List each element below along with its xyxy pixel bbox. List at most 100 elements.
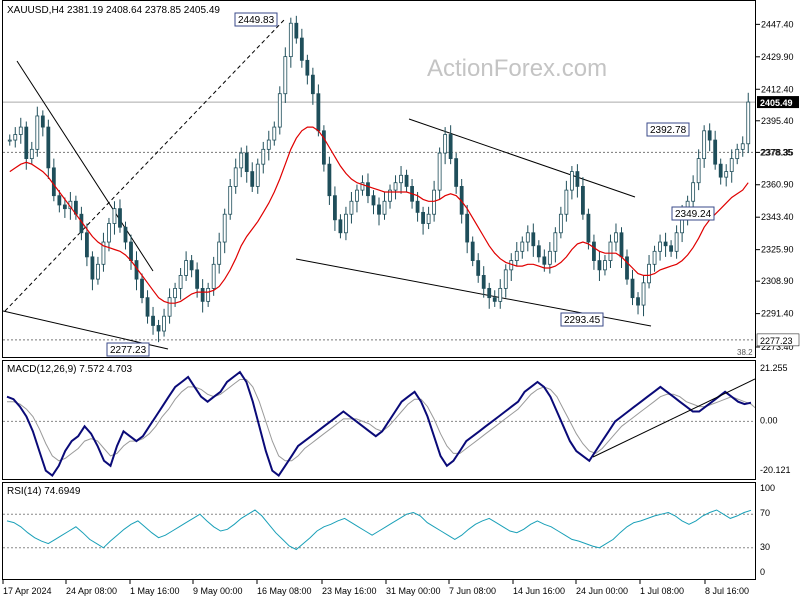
candle-body	[24, 126, 29, 160]
price-tick-label: 2412.40	[761, 84, 794, 94]
candle-body	[553, 232, 558, 252]
candle-body	[7, 139, 12, 142]
candle-body	[277, 93, 282, 128]
candle-body	[399, 174, 403, 184]
price-tick-label: 2447.40	[761, 19, 794, 29]
candle-body	[156, 325, 161, 332]
time-tick-label: 7 Jun 08:00	[449, 586, 496, 596]
candle-body	[536, 245, 541, 258]
candle-body	[696, 158, 701, 184]
annotation-label: 2392.78	[650, 125, 687, 136]
candle-body	[316, 93, 321, 132]
candle-body	[333, 195, 337, 221]
candle-body	[669, 245, 673, 252]
annotation-box	[671, 206, 715, 221]
candle-body	[691, 182, 696, 202]
price-chart-svg: 2449.83 2392.78 2349.24 2293.45 2277.23 38.2	[3, 12, 755, 357]
candle-body	[255, 163, 260, 187]
down-trendline	[16, 60, 154, 272]
candle-body	[454, 158, 459, 187]
macd-header: MACD(12,26,9) 7.572 4.703	[7, 364, 133, 375]
candle-body	[421, 211, 425, 224]
candle-body	[718, 163, 723, 178]
candle-body	[569, 171, 574, 191]
candle-body	[542, 256, 547, 265]
candle-body	[619, 232, 624, 258]
candle-body	[233, 167, 238, 187]
candle-body	[707, 130, 712, 141]
candle-body	[702, 130, 707, 160]
candle-body	[162, 315, 166, 332]
candle-body	[129, 241, 133, 261]
annotation-box	[646, 122, 690, 137]
rsi-tick-label: 100	[760, 483, 775, 493]
candle-body	[729, 158, 734, 172]
time-tick-label: 17 Apr 2024	[3, 586, 52, 596]
macd-chart-svg	[3, 370, 755, 478]
macd-line	[6, 370, 752, 478]
candle-body	[40, 115, 45, 128]
candle-body	[575, 171, 580, 187]
candle-body	[713, 139, 718, 165]
price-annotation: 2449.83	[234, 12, 278, 27]
candle-body	[200, 287, 205, 302]
candle-body	[349, 200, 354, 215]
candle-body	[222, 213, 227, 243]
candle-body	[636, 297, 640, 306]
candle-body	[96, 263, 100, 280]
resistance-label: 2378.35	[760, 147, 793, 157]
price-panel[interactable]: 2449.83 2392.78 2349.24 2293.45 2277.23 38.2 …	[2, 0, 756, 358]
candle-body	[101, 241, 106, 265]
support-badge	[756, 333, 800, 347]
candle-body	[344, 213, 348, 234]
candle-body	[118, 208, 122, 228]
candle-body	[107, 223, 111, 243]
price-tick-label: 2429.90	[761, 52, 794, 62]
candle-body	[35, 115, 40, 150]
candle-body	[547, 250, 552, 265]
rsi-tick-label: 0	[760, 567, 765, 577]
rsi-header: RSI(14) 74.6949	[7, 486, 81, 497]
candle-body	[211, 263, 216, 289]
candle-body	[564, 189, 569, 215]
fib-label: 38.2	[737, 348, 753, 357]
time-tick-label: 24 Apr 08:00	[66, 586, 117, 596]
candle-body	[525, 232, 530, 243]
macd-panel[interactable]: MACD(12,26,9) 7.572 4.703	[2, 360, 756, 480]
candle-body	[746, 101, 751, 145]
candle-body	[652, 250, 657, 265]
candle-body	[217, 241, 222, 265]
candle-body	[415, 200, 420, 213]
macd-trendline	[592, 378, 755, 458]
candle-body	[603, 260, 607, 271]
candle-body	[283, 56, 288, 95]
time-tick-label: 14 Jun 16:00	[513, 586, 565, 596]
candle-body	[85, 232, 89, 258]
candle-body	[123, 226, 128, 243]
price-annotation: 2293.45	[560, 312, 604, 327]
macd-tick-label: 21.255	[760, 363, 788, 373]
candle-body	[426, 213, 431, 224]
candle-body	[29, 148, 34, 160]
candle-body	[360, 182, 365, 191]
rsi-panel[interactable]: RSI(14) 74.6949	[2, 482, 756, 580]
candle-body	[321, 130, 326, 165]
candle-body	[377, 204, 381, 215]
candle-body	[492, 297, 497, 302]
time-tick-label: 8 Jul 16:00	[705, 586, 749, 596]
symbol-header: XAUUSD,H4 2381.19 2408.64 2378.85 2405.4…	[7, 5, 220, 16]
price-tick-label: 2308.90	[761, 276, 794, 286]
time-tick-label: 24 Jun 00:00	[576, 586, 628, 596]
candle-body	[465, 213, 470, 243]
candle-body	[608, 241, 613, 261]
macd-signal-line	[7, 379, 755, 462]
candle-body	[140, 278, 144, 299]
price-tick-label: 2343.40	[761, 212, 794, 222]
candle-body	[437, 152, 442, 191]
macd-tick-label: 0.00	[760, 415, 778, 425]
candle-body	[558, 213, 563, 234]
candle-body	[151, 315, 155, 326]
candle-body	[514, 250, 519, 261]
candle-body	[288, 22, 293, 58]
current-price-badge	[757, 96, 799, 109]
